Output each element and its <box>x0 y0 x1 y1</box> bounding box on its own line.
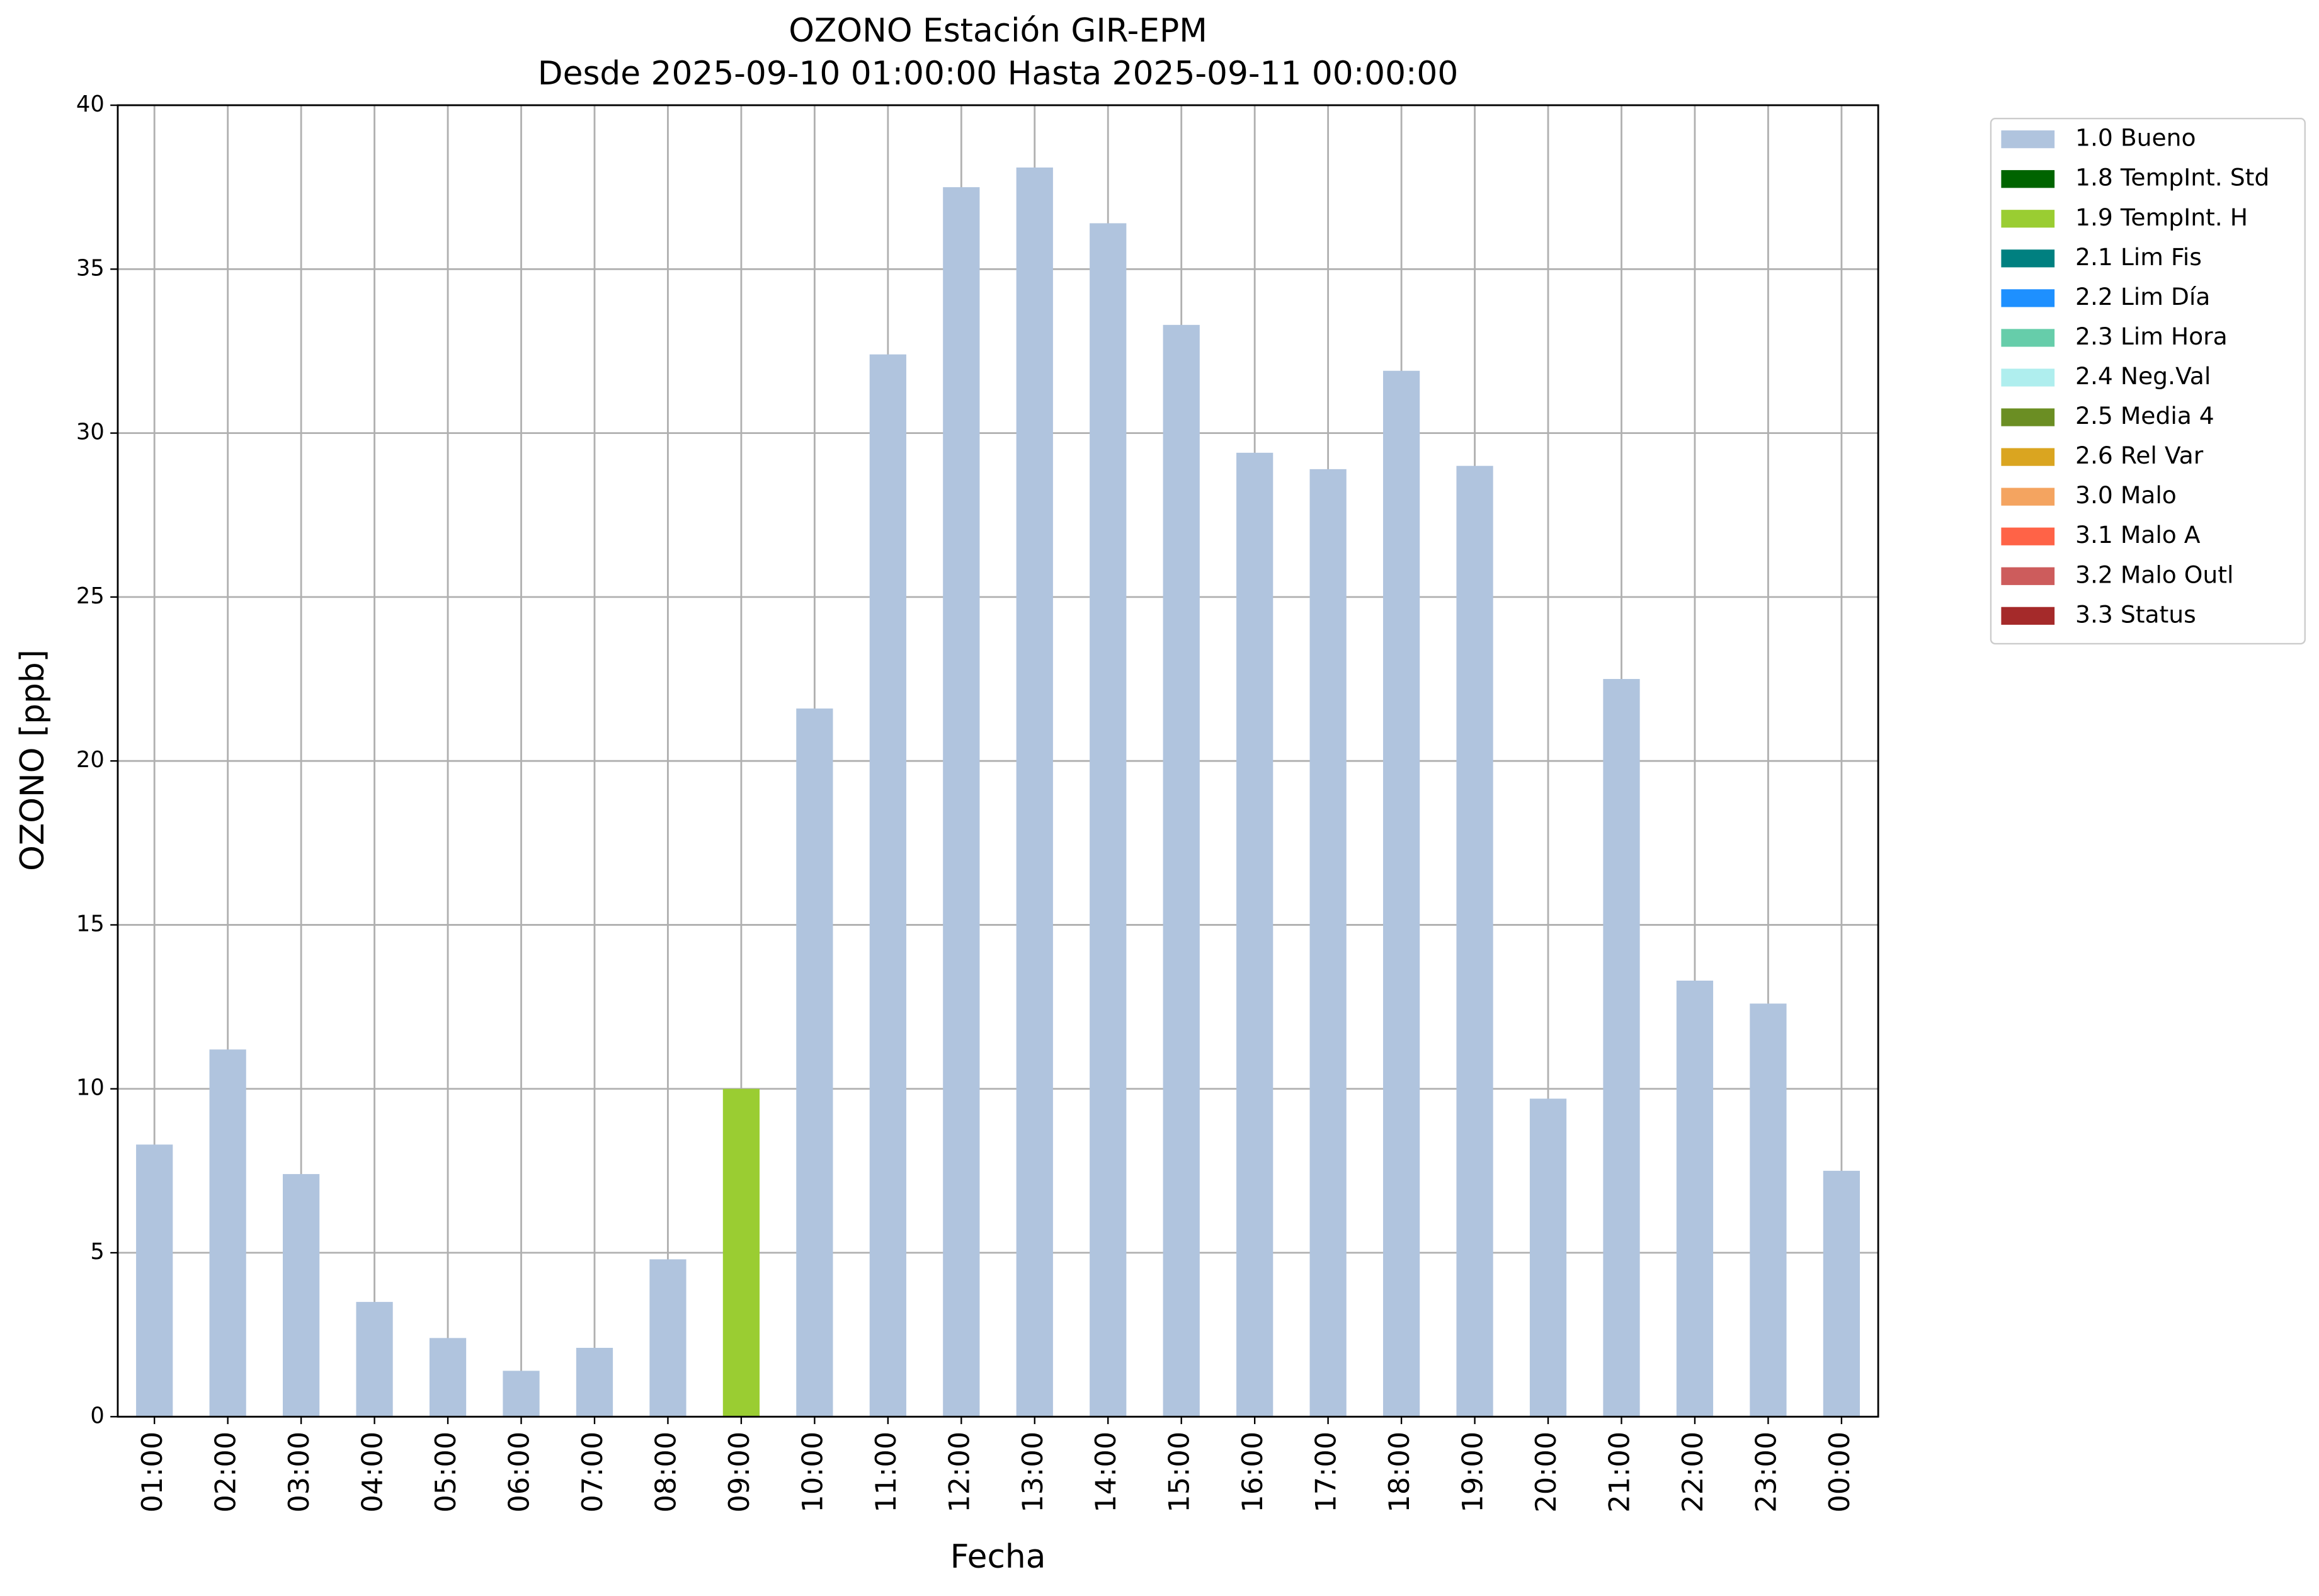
y-tick-label: 35 <box>76 255 105 281</box>
legend-box <box>1990 118 2306 645</box>
chart-title: OZONO Estación GIR-EPM <box>789 12 1207 50</box>
bar <box>796 708 833 1417</box>
legend-label: 3.2 Malo Outl <box>2075 561 2233 588</box>
x-tick-label: 18:00 <box>1383 1432 1416 1513</box>
bar <box>1750 1003 1787 1417</box>
bar <box>1236 452 1273 1417</box>
bar <box>1456 465 1493 1417</box>
x-tick-label: 16:00 <box>1236 1432 1269 1513</box>
x-tick-label: 00:00 <box>1823 1432 1856 1513</box>
x-tick-label: 10:00 <box>796 1432 829 1513</box>
legend-swatch <box>2001 130 2055 149</box>
bar <box>1823 1170 1860 1417</box>
x-tick-label: 05:00 <box>430 1432 462 1513</box>
legend-label: 2.5 Media 4 <box>2075 402 2214 430</box>
x-tick-label: 14:00 <box>1090 1432 1122 1513</box>
bar <box>576 1347 613 1417</box>
bar <box>283 1174 320 1417</box>
legend-swatch <box>2001 210 2055 228</box>
y-tick-label: 5 <box>90 1239 104 1265</box>
bar <box>1676 980 1714 1417</box>
bar <box>869 354 906 1417</box>
bar <box>722 1088 760 1417</box>
x-tick-label: 01:00 <box>136 1432 169 1513</box>
bar <box>356 1302 393 1417</box>
legend-swatch <box>2001 487 2055 506</box>
x-tick-label: 23:00 <box>1750 1432 1782 1513</box>
legend-swatch <box>2001 607 2055 625</box>
bar <box>136 1144 173 1417</box>
y-tick-label: 25 <box>76 583 105 609</box>
legend-swatch <box>2001 289 2055 307</box>
y-tick-label: 15 <box>76 911 105 937</box>
x-tick-label: 09:00 <box>723 1432 756 1513</box>
x-tick-label: 07:00 <box>576 1432 609 1513</box>
x-tick-label: 13:00 <box>1017 1432 1049 1513</box>
legend-swatch <box>2001 408 2055 426</box>
x-tick-label: 06:00 <box>503 1432 536 1513</box>
legend-swatch <box>2001 329 2055 347</box>
x-tick-label: 12:00 <box>943 1432 976 1513</box>
bar <box>1309 469 1347 1417</box>
bar <box>1529 1098 1567 1417</box>
legend-label: 3.1 Malo A <box>2075 521 2201 549</box>
legend-label: 3.0 Malo <box>2075 481 2177 509</box>
bar <box>1016 167 1053 1417</box>
y-tick-label: 0 <box>90 1403 104 1428</box>
x-tick-label: 22:00 <box>1677 1432 1709 1513</box>
legend-swatch <box>2001 249 2055 268</box>
x-tick-label: 15:00 <box>1163 1432 1196 1513</box>
legend-label: 2.6 Rel Var <box>2075 442 2204 469</box>
y-axis-label: OZONO [ppb] <box>14 649 52 871</box>
bar <box>429 1338 467 1417</box>
x-tick-label: 19:00 <box>1457 1432 1490 1513</box>
legend-label: 2.2 Lim Día <box>2075 283 2210 311</box>
legend-label: 3.3 Status <box>2075 600 2196 628</box>
legend-label: 2.4 Neg.Val <box>2075 362 2211 390</box>
legend-swatch <box>2001 448 2055 466</box>
legend-swatch <box>2001 567 2055 585</box>
x-tick-label: 21:00 <box>1603 1432 1636 1513</box>
chart-subtitle: Desde 2025-09-10 01:00:00 Hasta 2025-09-… <box>538 55 1459 93</box>
y-tick-label: 30 <box>76 419 105 445</box>
legend-label: 1.9 TempInt. H <box>2075 203 2248 231</box>
x-tick-label: 02:00 <box>210 1432 242 1513</box>
y-tick-label: 10 <box>76 1075 105 1101</box>
y-tick-label: 20 <box>76 747 105 773</box>
bar <box>1382 370 1420 1417</box>
x-tick-label: 08:00 <box>649 1432 682 1513</box>
bar <box>1090 223 1127 1417</box>
x-tick-label: 11:00 <box>870 1432 903 1513</box>
bar <box>943 187 980 1417</box>
legend-swatch <box>2001 368 2055 387</box>
bar <box>1163 324 1200 1417</box>
x-tick-label: 04:00 <box>356 1432 389 1513</box>
bar <box>1603 679 1640 1417</box>
legend-swatch <box>2001 527 2055 545</box>
x-tick-label: 20:00 <box>1530 1432 1563 1513</box>
bar <box>209 1049 246 1417</box>
x-tick-label: 03:00 <box>283 1432 316 1513</box>
plot-frame <box>117 104 1879 1418</box>
legend-label: 1.0 Bueno <box>2075 124 2196 152</box>
bar <box>503 1371 540 1417</box>
y-tick-label: 40 <box>76 91 105 117</box>
legend-swatch <box>2001 170 2055 188</box>
legend-label: 2.3 Lim Hora <box>2075 322 2228 350</box>
legend-label: 2.1 Lim Fis <box>2075 243 2202 271</box>
x-tick-label: 17:00 <box>1310 1432 1343 1513</box>
legend-label: 1.8 TempInt. Std <box>2075 164 2269 191</box>
bar <box>649 1259 687 1417</box>
x-axis-label: Fecha <box>950 1538 1046 1576</box>
